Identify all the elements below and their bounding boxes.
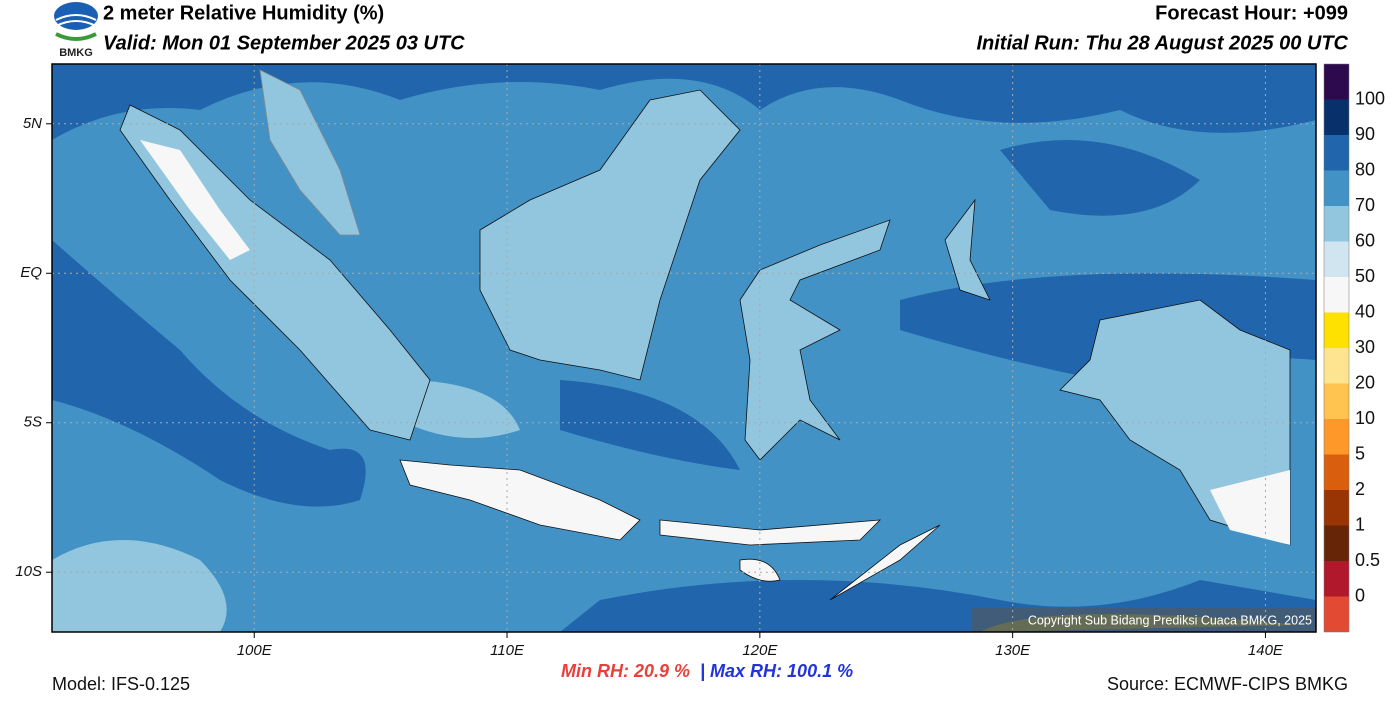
- colorbar-band: [1324, 419, 1349, 455]
- forecast-hour: Forecast Hour: +099: [1155, 2, 1348, 24]
- logo-text: BMKG: [59, 47, 93, 59]
- colorbar-label: 5: [1355, 443, 1365, 463]
- colorbar-band: [1324, 170, 1349, 206]
- colorbar: 100 90 80 70 60 50 40 30 20 10 5 2 1 0.5 0: [1323, 63, 1385, 633]
- initial-run: Initial Run: Thu 28 August 2025 00 UTC: [976, 32, 1348, 54]
- y-tick-label: 5N: [23, 115, 42, 132]
- y-tick-label: 5S: [24, 414, 42, 431]
- x-tick-label: 120E: [742, 642, 778, 659]
- colorbar-label: 60: [1355, 230, 1375, 250]
- x-tick-label: 130E: [995, 642, 1031, 659]
- model: Model: IFS-0.125: [52, 674, 190, 694]
- colorbar-label: 20: [1355, 372, 1375, 392]
- colorbar-label: 30: [1355, 337, 1375, 357]
- colorbar-band: [1324, 596, 1349, 632]
- map-field: Copyright Sub Bidang Prediksi Cuaca BMKG…: [52, 64, 1316, 632]
- valid-time: Valid: Mon 01 September 2025 03 UTC: [103, 32, 465, 54]
- source: Source: ECMWF-CIPS BMKG: [1107, 674, 1348, 694]
- min-rh: Min RH: 20.9 %: [561, 661, 690, 681]
- colorbar-band: [1324, 64, 1349, 100]
- axes: 100E 110E 120E 130E 140E 5N EQ 5S 10S: [15, 64, 1316, 659]
- colorbar-label: 1: [1355, 514, 1365, 534]
- colorbar-label: 10: [1355, 408, 1375, 428]
- colorbar-band: [1324, 99, 1349, 135]
- colorbar-label: 90: [1355, 124, 1375, 144]
- colorbar-label: 70: [1355, 195, 1375, 215]
- x-tick-label: 140E: [1248, 642, 1284, 659]
- colorbar-band: [1324, 348, 1349, 384]
- map-frame: [51, 63, 1317, 633]
- colorbar-band: [1324, 383, 1349, 419]
- colorbar-band: [1324, 135, 1349, 171]
- colorbar-label: 2: [1355, 479, 1365, 499]
- copyright: Copyright Sub Bidang Prediksi Cuaca BMKG…: [1028, 613, 1312, 627]
- x-tick-label: 100E: [237, 642, 273, 659]
- colorbar-label: 100: [1355, 88, 1385, 108]
- colorbar-band: [1324, 490, 1349, 526]
- title: 2 meter Relative Humidity (%): [103, 2, 384, 24]
- colorbar-label: 80: [1355, 159, 1375, 179]
- colorbar-band: [1324, 241, 1349, 277]
- max-rh: | Max RH: 100.1 %: [700, 661, 853, 681]
- colorbar-label: 0.5: [1355, 550, 1380, 570]
- colorbar-frame: [1323, 63, 1350, 633]
- colorbar-band: [1324, 525, 1349, 561]
- colorbar-label: 50: [1355, 266, 1375, 286]
- y-tick-label: EQ: [20, 264, 42, 281]
- colorbar-band: [1324, 454, 1349, 490]
- colorbar-band: [1324, 561, 1349, 597]
- logo: BMKG: [54, 2, 98, 59]
- colorbar-band: [1324, 277, 1349, 313]
- colorbar-label: 40: [1355, 301, 1375, 321]
- colorbar-band: [1324, 312, 1349, 348]
- y-tick-label: 10S: [15, 563, 42, 580]
- colorbar-band: [1324, 206, 1349, 242]
- x-tick-label: 110E: [490, 642, 525, 659]
- colorbar-label: 0: [1355, 585, 1365, 605]
